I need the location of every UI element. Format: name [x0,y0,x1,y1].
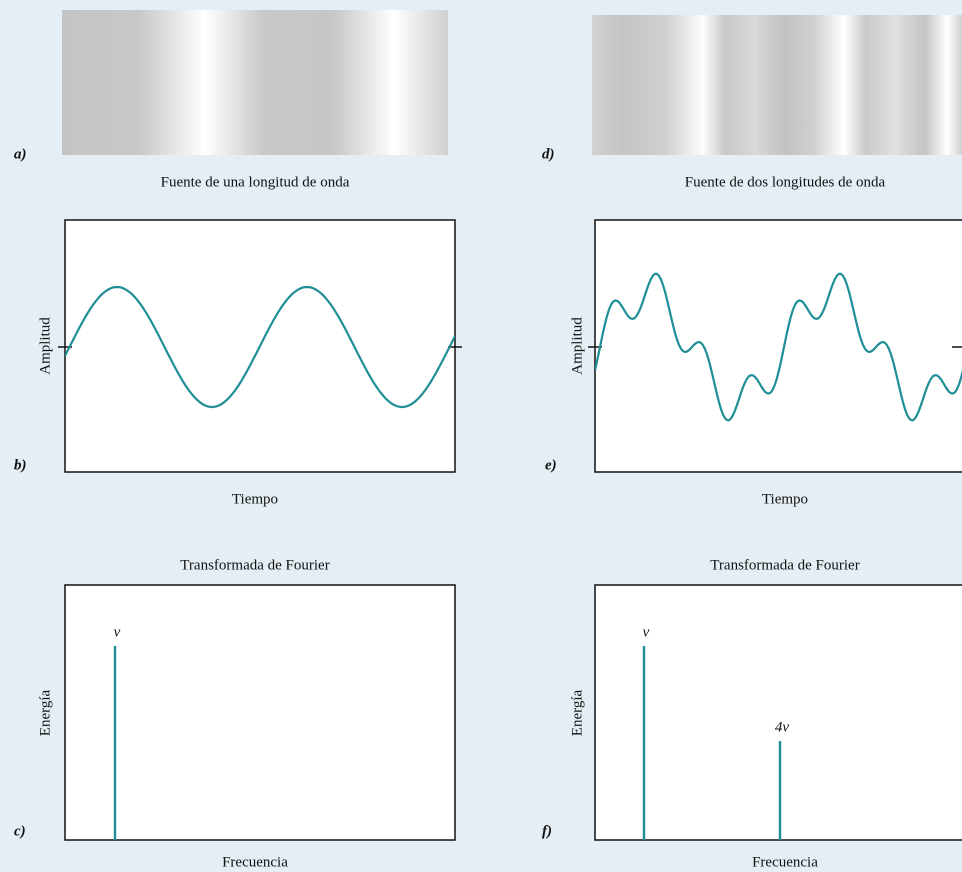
wave [65,285,455,409]
x-axis-label: Frecuencia [222,854,288,870]
plot-box [64,584,456,841]
panel-label: c) [14,823,26,839]
panel-label: d) [542,146,555,162]
y-axis-label: Amplitud [569,317,585,375]
panel-label: e) [545,457,557,473]
y-axis-label: Energía [37,689,53,736]
wave [595,272,962,422]
source-image [592,15,962,155]
x-axis-label: Tiempo [232,491,278,507]
y-axis-label: Amplitud [37,317,53,375]
x-axis-label: Frecuencia [752,854,818,870]
panel-label: b) [14,457,27,473]
plot-box [594,219,962,473]
source-image [62,10,448,155]
peak-label: 4ν [775,719,790,735]
panel-title: Transformada de Fourier [710,557,859,573]
panel-title: Transformada de Fourier [180,557,329,573]
plot-box [594,584,962,841]
panel-label: a) [14,146,27,162]
caption: Fuente de dos longitudes de onda [685,174,886,190]
x-axis-label: Tiempo [762,491,808,507]
caption: Fuente de una longitud de onda [161,174,350,190]
peak-label: ν [114,624,121,640]
panel-label: f) [542,823,552,839]
peak-label: ν [643,624,650,640]
y-axis-label: Energía [569,689,585,736]
